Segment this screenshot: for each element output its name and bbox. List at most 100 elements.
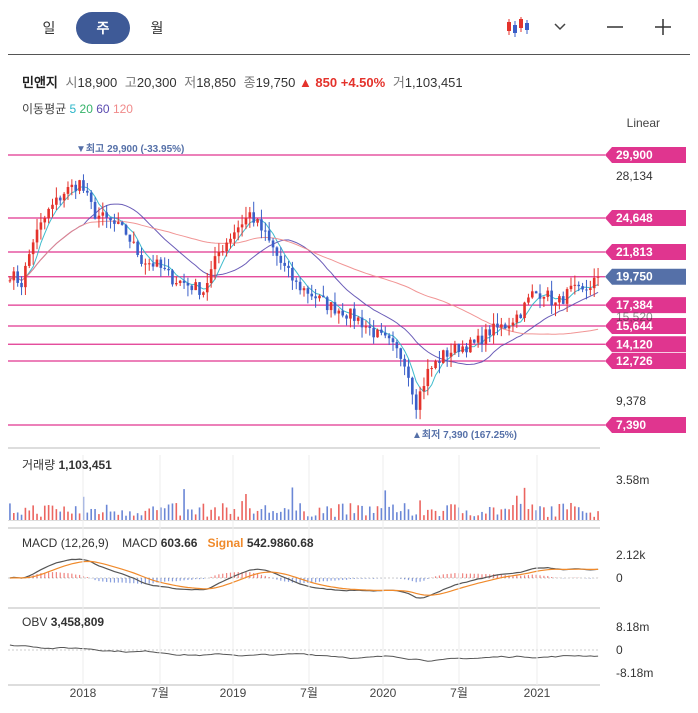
macd-axis-label: 0 xyxy=(616,571,623,585)
chevron-down-icon[interactable] xyxy=(550,12,570,42)
candle-body xyxy=(182,280,186,283)
volume-bar xyxy=(252,513,255,520)
volume-label: 거 xyxy=(392,75,405,90)
candle-body xyxy=(240,224,244,228)
candle-body xyxy=(484,329,488,345)
candle-body xyxy=(264,230,267,232)
obv-axis-label: 0 xyxy=(616,643,623,657)
volume-bar xyxy=(512,505,514,520)
volume-bar xyxy=(101,512,104,520)
macd-histogram-bar xyxy=(427,578,429,579)
candle-body xyxy=(109,217,112,221)
macd-histogram-bar xyxy=(334,578,336,581)
candle-body xyxy=(283,262,286,266)
ma-60-line xyxy=(9,220,599,335)
volume-bar xyxy=(577,507,580,520)
candle-body xyxy=(596,276,600,278)
volume-bar xyxy=(589,512,592,520)
macd-histogram-bar xyxy=(531,574,533,578)
candle-body xyxy=(178,280,182,284)
scale-mode-toggle[interactable]: Linear xyxy=(626,116,660,130)
macd-title: MACD xyxy=(22,536,58,550)
candle-body xyxy=(500,324,503,328)
volume-bar xyxy=(299,503,301,520)
macd-panel-label: MACD (12,26,9) MACD 603.66 Signal 542.98… xyxy=(22,536,314,550)
volume-bar xyxy=(260,509,263,520)
candle-body xyxy=(70,184,74,188)
candle-body xyxy=(306,288,310,294)
macd-histogram-bar xyxy=(268,577,270,578)
price-level-label: 21,813 xyxy=(616,245,653,259)
volume-bar xyxy=(546,516,549,520)
volume-bar xyxy=(415,514,418,520)
macd-histogram-bar xyxy=(326,578,328,582)
macd-histogram-bar xyxy=(137,578,139,584)
candle-body xyxy=(51,204,54,209)
high-annotation: ▼최고 29,900 (-33.95%) xyxy=(76,142,184,155)
macd-histogram-bar xyxy=(477,573,479,578)
x-tick-label: 2020 xyxy=(370,686,397,700)
candle-body xyxy=(205,283,209,293)
volume-bar xyxy=(454,504,456,520)
candle-body xyxy=(418,391,422,410)
volume-bar xyxy=(272,511,274,520)
tab-day[interactable]: 일 xyxy=(42,20,56,36)
candle-body xyxy=(213,256,217,270)
zoom-in-button[interactable] xyxy=(648,12,678,42)
macd-histogram-bar xyxy=(442,574,444,578)
volume-bar xyxy=(187,509,189,520)
candle-body xyxy=(31,242,35,255)
macd-histogram-bar xyxy=(303,578,305,584)
volume-bar xyxy=(132,515,135,520)
candlestick-icon[interactable] xyxy=(504,12,532,42)
ma-120: 120 xyxy=(112,102,133,116)
macd-histogram-bar xyxy=(311,578,313,583)
macd-line xyxy=(9,558,599,599)
volume-bar xyxy=(202,503,205,520)
volume-bar xyxy=(198,507,201,520)
volume-bar xyxy=(71,513,73,520)
candle-body xyxy=(186,282,190,286)
candle-body xyxy=(113,220,116,224)
candle-body xyxy=(120,222,124,225)
obv-axis-label: -8.18m xyxy=(616,666,653,680)
macd-histogram-bar xyxy=(535,574,537,578)
zoom-out-button[interactable] xyxy=(600,12,630,42)
macd-histogram-bar xyxy=(253,572,255,578)
volume-bar xyxy=(233,509,236,520)
tab-month[interactable]: 월 xyxy=(150,20,164,36)
price-level-label: 14,120 xyxy=(616,337,653,351)
volume-bar xyxy=(492,507,495,520)
macd-histogram-bar xyxy=(369,578,371,579)
axis-labels: 2018 7월 2019 7월 2020 7월 2021 xyxy=(8,447,600,700)
volume-bar xyxy=(543,507,545,520)
volume-bar xyxy=(206,516,209,520)
candle-body xyxy=(310,293,314,297)
macd-histogram-bar xyxy=(44,572,46,578)
price-axis-label: 28,134 xyxy=(616,169,653,183)
volume-bar xyxy=(117,514,120,520)
candle-body xyxy=(116,222,120,224)
volume-bar xyxy=(403,503,406,520)
candle-body xyxy=(236,227,240,233)
volume-bar xyxy=(303,511,305,520)
macd-histogram-bar xyxy=(450,573,452,578)
macd-histogram-bar xyxy=(245,572,247,578)
candle-body xyxy=(248,212,252,218)
volume-panel-value: 1,103,451 xyxy=(58,458,112,472)
macd-histogram-bar xyxy=(71,573,73,578)
volume-bar xyxy=(485,513,487,520)
volume-bar xyxy=(283,508,286,520)
x-tick-label: 7월 xyxy=(151,686,169,700)
volume-bar xyxy=(51,505,54,520)
volume-bar xyxy=(461,513,464,520)
volume-bar xyxy=(477,515,479,520)
change-value: ▲ 850 xyxy=(298,75,338,90)
tab-week[interactable]: 주 xyxy=(76,12,130,44)
macd-histogram-bar xyxy=(63,572,65,578)
macd-histogram-bar xyxy=(400,578,402,579)
macd-histogram-bar xyxy=(539,575,541,578)
volume-bar xyxy=(341,503,344,520)
macd-histogram-bar xyxy=(229,572,232,578)
volume-bar xyxy=(74,506,77,520)
